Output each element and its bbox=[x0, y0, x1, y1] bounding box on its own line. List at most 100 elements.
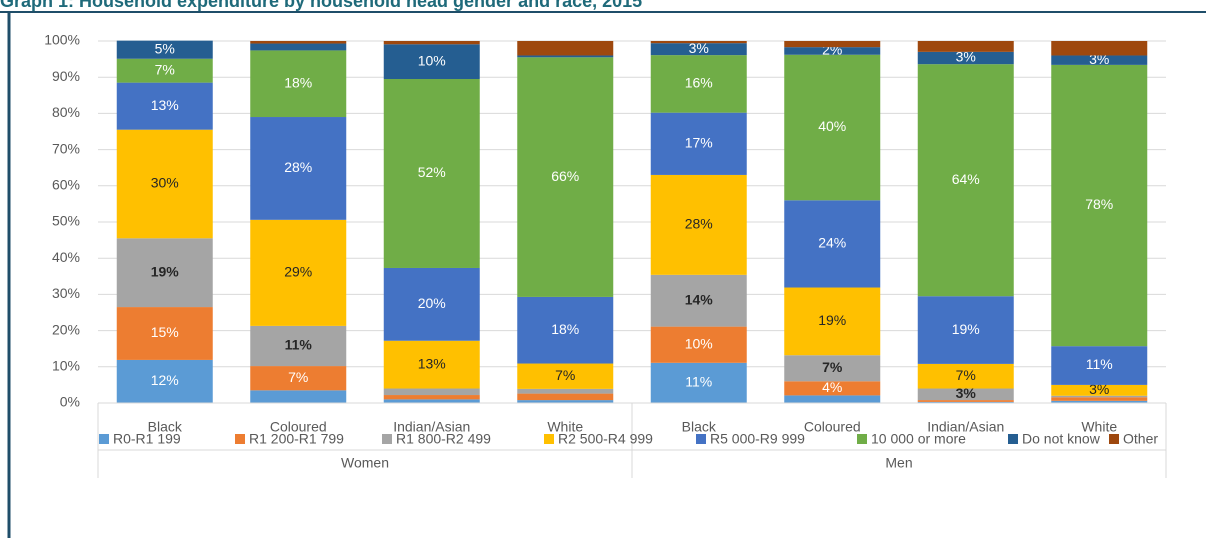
y-tick-label: 70% bbox=[52, 140, 80, 156]
bar-segment bbox=[517, 55, 614, 58]
bar-segment bbox=[383, 267, 480, 341]
legend-label: R1 800-R2 499 bbox=[396, 431, 491, 447]
bar-segment bbox=[383, 388, 480, 396]
bar-segment bbox=[1051, 41, 1148, 56]
data-label: 64% bbox=[952, 171, 980, 187]
data-label: 7% bbox=[155, 61, 175, 77]
bar-segment bbox=[784, 41, 881, 48]
data-label: 13% bbox=[418, 355, 446, 371]
bar-segment bbox=[784, 200, 881, 288]
bar-segment bbox=[116, 359, 213, 403]
data-label: 11% bbox=[685, 374, 712, 390]
bar-segment bbox=[383, 44, 480, 80]
data-label: 7% bbox=[822, 359, 843, 375]
legend-label: 10 000 or more bbox=[871, 431, 966, 447]
bar-segment bbox=[784, 54, 881, 201]
bar-segment bbox=[650, 55, 747, 113]
data-label: 18% bbox=[551, 321, 579, 337]
bar-segment bbox=[383, 399, 480, 403]
bar-segment bbox=[250, 390, 347, 403]
bar-segment bbox=[1051, 397, 1148, 401]
bar-segment bbox=[917, 401, 1014, 403]
bar-segment bbox=[1051, 64, 1148, 347]
bar-segment bbox=[383, 395, 480, 400]
group-label: Women bbox=[341, 455, 389, 471]
legend-swatch bbox=[544, 434, 554, 444]
legend-label: R1 200-R1 799 bbox=[249, 431, 344, 447]
data-label: 3% bbox=[1089, 381, 1109, 397]
data-label: 66% bbox=[551, 168, 579, 184]
data-label: 4% bbox=[822, 379, 842, 395]
data-label: 28% bbox=[284, 159, 312, 175]
legend-swatch bbox=[696, 434, 706, 444]
bar-segment bbox=[917, 296, 1014, 364]
data-label: 11% bbox=[285, 337, 313, 353]
y-tick-label: 10% bbox=[52, 358, 80, 374]
bar-segment bbox=[917, 64, 1014, 297]
data-label: 40% bbox=[818, 118, 846, 134]
bar-segment bbox=[650, 274, 747, 327]
legend-label: R5 000-R9 999 bbox=[710, 431, 805, 447]
bar-segment bbox=[517, 296, 614, 364]
group-label: Men bbox=[885, 455, 912, 471]
data-label: 12% bbox=[151, 372, 179, 388]
x-tick-label: Indian/Asian bbox=[393, 419, 470, 435]
bar-segment bbox=[250, 50, 347, 118]
x-tick-label: Coloured bbox=[804, 419, 861, 435]
data-label: 13% bbox=[151, 97, 179, 113]
bar-segment bbox=[917, 51, 1014, 65]
bar-segment bbox=[250, 219, 347, 326]
data-label: 19% bbox=[818, 312, 846, 328]
y-tick-label: 100% bbox=[44, 32, 80, 48]
data-label: 10% bbox=[685, 335, 713, 351]
bar-segment bbox=[116, 40, 213, 59]
data-label: 30% bbox=[151, 175, 179, 191]
bar-segment bbox=[784, 47, 881, 55]
legend-label: Do not know bbox=[1022, 431, 1101, 447]
bar-segment bbox=[784, 287, 881, 356]
data-label: 3% bbox=[956, 385, 977, 401]
bar-segment bbox=[650, 112, 747, 175]
bar-segment bbox=[517, 57, 614, 297]
bar-segment bbox=[383, 79, 480, 268]
y-tick-label: 20% bbox=[52, 321, 80, 337]
bar-segment bbox=[650, 326, 747, 363]
data-label: 14% bbox=[685, 291, 714, 307]
data-label: 11% bbox=[1086, 356, 1113, 372]
y-tick-label: 80% bbox=[52, 104, 80, 120]
data-label: 52% bbox=[418, 164, 446, 180]
x-tick-label: White bbox=[547, 419, 583, 435]
bar-segment bbox=[1051, 395, 1148, 398]
bar-segment bbox=[116, 238, 213, 308]
bar-segment bbox=[383, 340, 480, 389]
bar-segment bbox=[917, 388, 1014, 401]
bar-segment bbox=[917, 363, 1014, 389]
data-label: 3% bbox=[956, 49, 976, 65]
data-label: 17% bbox=[685, 135, 713, 151]
y-tick-label: 60% bbox=[52, 177, 80, 193]
bar-segment bbox=[517, 400, 614, 403]
bar-segment bbox=[116, 307, 213, 360]
data-label: 20% bbox=[418, 295, 446, 311]
bar-segment bbox=[250, 117, 347, 220]
x-tick-label: Black bbox=[148, 419, 183, 435]
data-label: 18% bbox=[284, 74, 312, 90]
bar-segment bbox=[250, 41, 347, 44]
data-label: 19% bbox=[952, 321, 980, 337]
y-tick-label: 0% bbox=[60, 394, 80, 410]
bar-segment bbox=[250, 43, 347, 51]
y-tick-label: 90% bbox=[52, 68, 80, 84]
data-label: 7% bbox=[956, 367, 976, 383]
data-label: 24% bbox=[818, 235, 846, 251]
legend-swatch bbox=[382, 434, 392, 444]
bar-segment bbox=[517, 41, 614, 56]
y-tick-label: 50% bbox=[52, 213, 80, 229]
legend-label: R2 500-R4 999 bbox=[558, 431, 653, 447]
bar-segment bbox=[650, 174, 747, 275]
bar-segment bbox=[650, 41, 747, 44]
legend-swatch bbox=[99, 434, 109, 444]
legend-swatch bbox=[235, 434, 245, 444]
data-label: 28% bbox=[685, 216, 713, 232]
bar-segment bbox=[517, 388, 614, 394]
data-label: 78% bbox=[1085, 196, 1113, 212]
